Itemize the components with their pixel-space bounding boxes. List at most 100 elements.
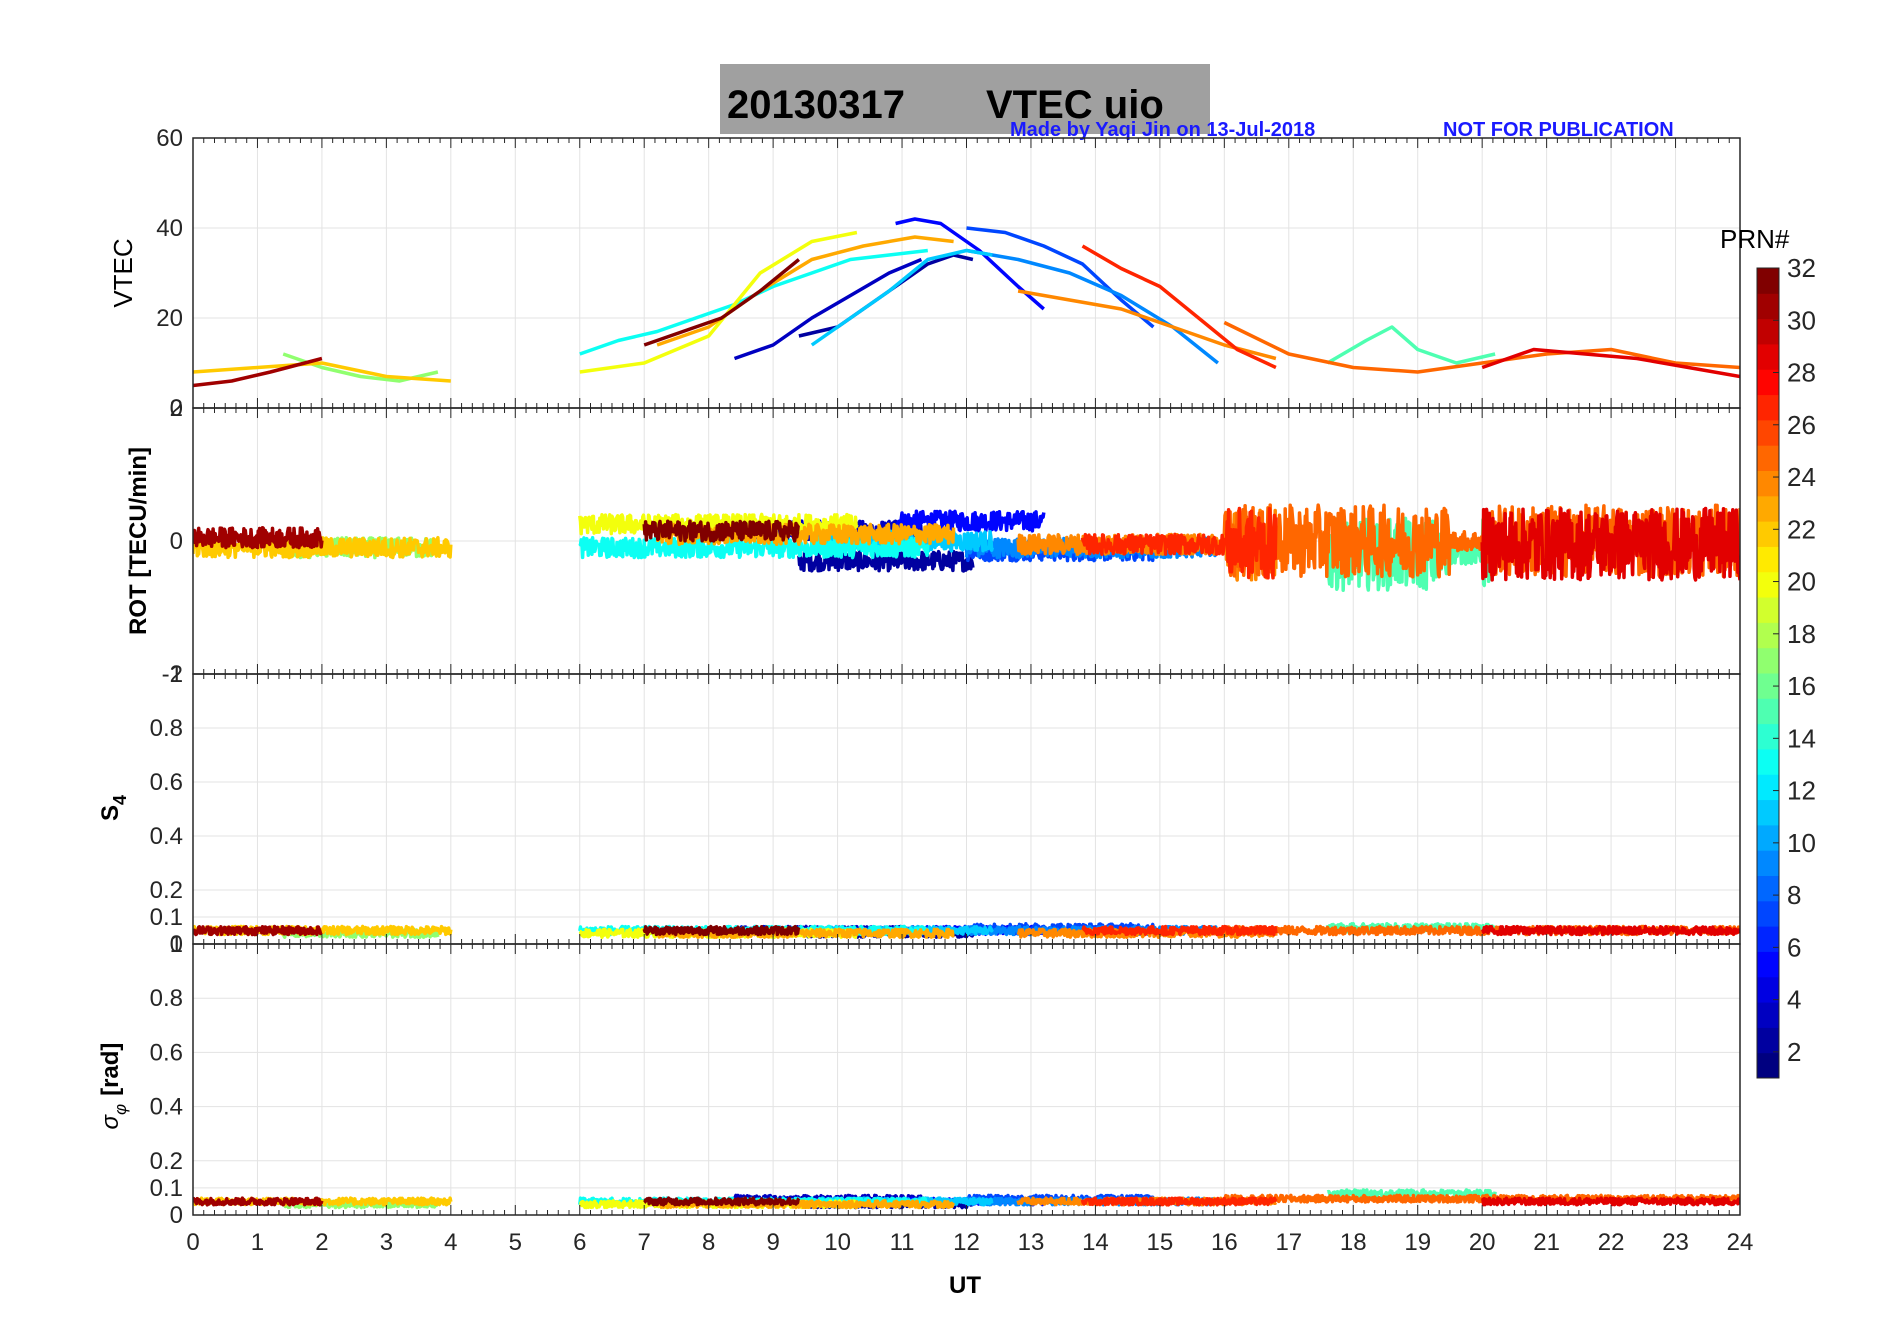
colorbar-tick-label: 8 [1787, 880, 1801, 910]
y-axis-label-unit: [rad] [97, 1043, 124, 1096]
y-tick-label-vtec: 60 [156, 125, 183, 152]
colorbar-tick-label: 4 [1787, 985, 1801, 1015]
colorbar-segment [1757, 318, 1779, 345]
colorbar-segment [1757, 571, 1779, 598]
series-prn-29-vtec [1481, 347, 1740, 379]
colorbar-segment [1757, 850, 1779, 876]
x-tick-label: 22 [1598, 1229, 1625, 1256]
series-prn-27-vtec [1081, 244, 1277, 370]
credit-author: Made by Yaqi Jin on 13-Jul-2018 [1010, 119, 1315, 141]
series-prn-13-rot [578, 535, 930, 560]
x-tick-label: 21 [1533, 1229, 1560, 1256]
y-axis-label-sigphi: σφ [rad] [97, 1043, 130, 1130]
y-tick-label-s4: 0 [170, 931, 183, 958]
colorbar-segment [1757, 293, 1779, 320]
x-tick-label: 17 [1275, 1229, 1302, 1256]
colorbar-segment [1757, 369, 1779, 396]
y-tick-label-rot: 2 [170, 395, 183, 422]
series-prn-32-sigphi [643, 1196, 801, 1207]
series-prn-15-vtec [1326, 325, 1496, 365]
series-prn-3-vtec [733, 257, 923, 361]
y-tick-label-sigphi: 1 [170, 931, 183, 958]
colorbar-tick-label: 24 [1787, 462, 1816, 492]
series-prn-31-rot [193, 525, 324, 550]
colorbar-segment [1757, 470, 1779, 497]
credit-notice: NOT FOR PUBLICATION [1443, 119, 1674, 141]
y-tick-label-s4: 0.2 [150, 877, 183, 904]
colorbar-tick-label: 14 [1787, 723, 1816, 753]
x-tick-label: 18 [1340, 1229, 1367, 1256]
colorbar-tick-label: 10 [1787, 828, 1816, 858]
x-tick-label: 1 [251, 1229, 264, 1256]
y-tick-label-vtec: 0 [170, 395, 183, 422]
x-tick-label: 9 [766, 1229, 779, 1256]
series-prn-15-sigphi [1326, 1188, 1497, 1199]
panel-vtec: 0 20 40 60 VTEC [108, 125, 1741, 422]
colorbar-segment [1757, 900, 1779, 927]
colorbar-frame [1756, 267, 1780, 1079]
colorbar-segment [1757, 673, 1779, 699]
series-prn-7-vtec [966, 226, 1155, 329]
colorbar-segment [1757, 723, 1779, 750]
series-prn-32-s4 [642, 924, 801, 937]
y-tick-label-s4: 0.4 [150, 823, 183, 850]
y-tick-label-sigphi: 0.4 [150, 1094, 183, 1121]
x-tick-label: 6 [573, 1229, 586, 1256]
series-prn-31-vtec [193, 356, 323, 388]
x-tick-label: 19 [1404, 1229, 1431, 1256]
colorbar-segment [1757, 647, 1779, 674]
y-tick-label-sigphi: 0.1 [150, 1175, 183, 1202]
x-tick-label: 4 [444, 1229, 457, 1256]
y-tick-label-s4: 0.1 [150, 904, 183, 931]
y-tick-label-s4: 0.6 [150, 769, 183, 796]
series-prn-32-vtec [643, 258, 801, 347]
series-prn-5-rot [894, 509, 1046, 533]
colorbar-segment [1757, 343, 1779, 370]
y-tick-label-sigphi: 0.6 [150, 1039, 183, 1066]
colorbar-segment [1757, 445, 1779, 471]
colorbar-tick-label: 30 [1787, 305, 1816, 335]
x-tick-label: 0 [186, 1229, 199, 1256]
x-tick-label: 2 [315, 1229, 328, 1256]
title-date: 20130317 [727, 83, 905, 127]
colorbar-label: PRN# [1720, 224, 1790, 254]
x-tick-label: 23 [1662, 1229, 1689, 1256]
x-tick-label: 12 [953, 1229, 980, 1256]
series-prn-5-vtec [895, 217, 1045, 311]
x-tick-label: 24 [1727, 1229, 1754, 1256]
colorbar-segment [1757, 268, 1779, 294]
x-tick-label: 7 [638, 1229, 651, 1256]
series-group-vtec [193, 217, 1740, 388]
colorbar-segment [1757, 774, 1779, 801]
series-prn-32-rot [642, 519, 800, 543]
x-tick-label: 5 [509, 1229, 522, 1256]
colorbar-segment [1757, 1002, 1779, 1028]
colorbar-tick-label: 22 [1787, 514, 1816, 544]
series-prn-25-vtec [1223, 320, 1740, 374]
series-prn-27-s4 [1081, 924, 1278, 937]
colorbar-segment [1757, 1027, 1779, 1054]
title-text: VTEC uio [986, 83, 1164, 127]
panel-s4: 00.10.2 0.4 0.6 0.8 1 S4 [97, 661, 1741, 958]
colorbar-segment [1757, 495, 1779, 522]
colorbar-segment [1757, 926, 1779, 952]
colorbar-segment [1757, 748, 1779, 775]
colorbar-segment [1757, 951, 1779, 978]
y-tick-label-sigphi: 0.8 [150, 985, 183, 1012]
series-prn-29-rot [1480, 506, 1740, 582]
x-tick-label: 8 [702, 1229, 715, 1256]
series-prn-23-sigphi [656, 1199, 955, 1210]
series-prn-22-rot [193, 535, 453, 560]
y-tick-label-s4: 0.8 [150, 715, 183, 742]
series-prn-31-s4 [193, 924, 323, 937]
x-tick-label: 11 [890, 1229, 915, 1256]
series-group-rot [193, 503, 1740, 592]
series-prn-20-vtec [579, 230, 858, 374]
x-tick-label: 16 [1211, 1229, 1238, 1256]
x-tick-label: 15 [1147, 1229, 1174, 1256]
x-tick-label: 14 [1082, 1229, 1109, 1256]
y-axis-label-s4: S4 [97, 795, 130, 821]
series-prn-31-sigphi [193, 1196, 324, 1207]
